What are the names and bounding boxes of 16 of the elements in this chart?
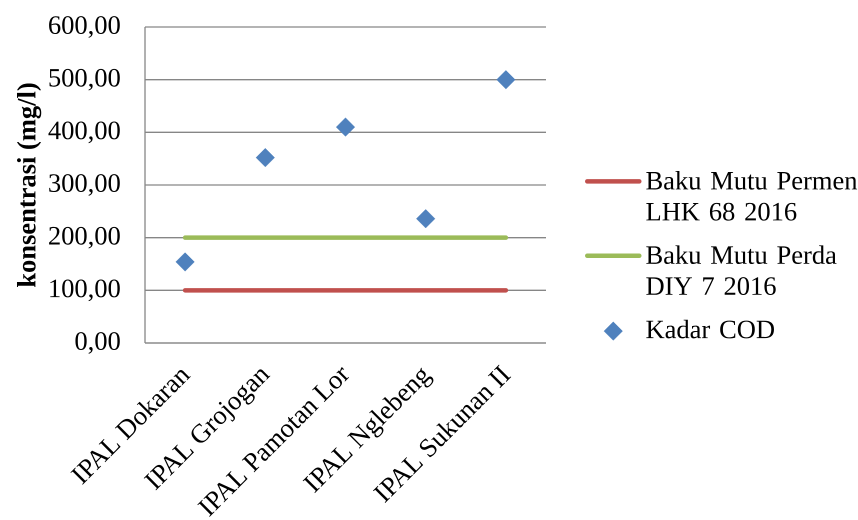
y-tick-label: 400,00	[48, 121, 120, 144]
y-tick-label: 300,00	[49, 174, 120, 196]
y-tick-label: 200,00	[49, 226, 120, 249]
point	[416, 209, 436, 228]
point	[496, 70, 516, 90]
legend-label: Baku Mutu Permen LHK 68 2016	[646, 171, 858, 221]
legend-label: Baku Mutu Perda DIY 7 2016	[646, 245, 837, 296]
y-tick-label: 600,00	[49, 16, 120, 38]
legend-label: Kadar COD	[646, 320, 774, 338]
y-axis-title: konsentrasi (mg/l)	[16, 83, 42, 288]
y-tick-label: 100,00	[50, 279, 120, 302]
y-tick-label: 0,00	[75, 332, 120, 354]
point	[256, 148, 275, 168]
point	[176, 252, 195, 272]
y-tick-label: 500,00	[49, 68, 120, 91]
point	[336, 118, 356, 137]
